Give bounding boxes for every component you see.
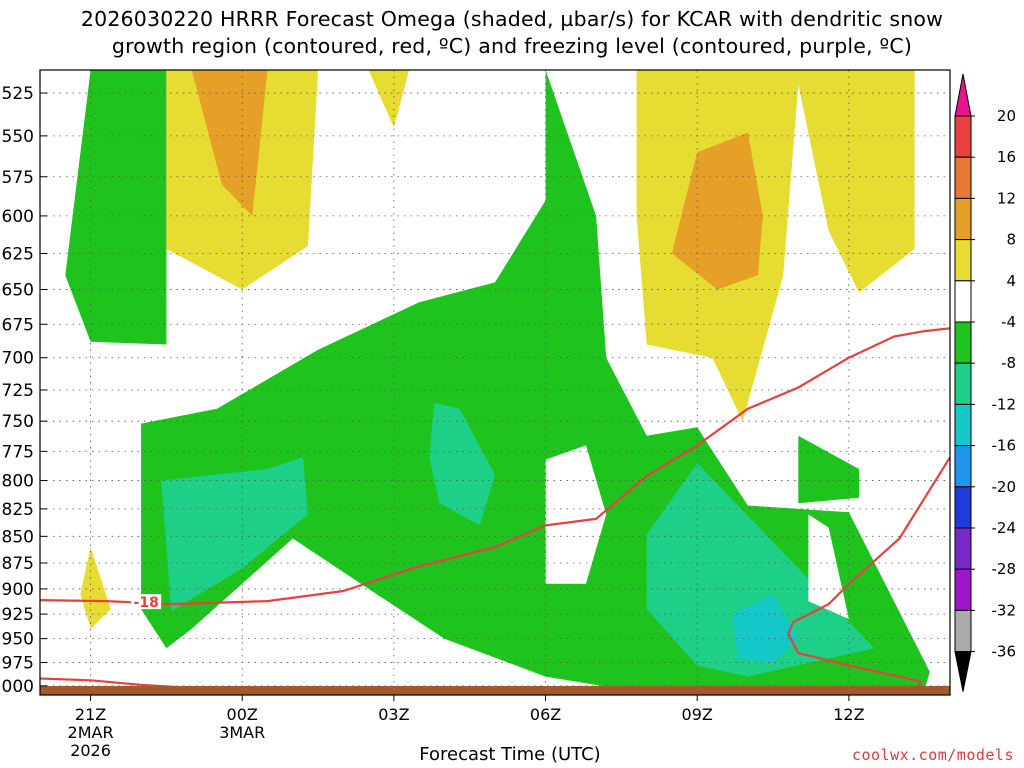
y-tick-label-625: 625 [2, 244, 34, 264]
colorbar-label-16: 16 [997, 148, 1016, 166]
x-tick-sublabel-2MAR: 2MAR [68, 723, 114, 742]
colorbar-bin-16-to-20 [954, 115, 972, 158]
y-tick-label-700: 700 [2, 349, 34, 369]
y-tick-label-850: 850 [2, 527, 34, 547]
colorbar-bin--24-to--20 [954, 486, 972, 529]
colorbar-bin--32-to--28 [954, 568, 972, 611]
colorbar-label-12: 12 [997, 189, 1016, 207]
y-tick-label-975: 975 [2, 654, 34, 674]
y-tick-label-525: 525 [2, 84, 34, 104]
y-tick-label-800: 800 [2, 472, 34, 492]
y-tick-label-875: 875 [2, 554, 34, 574]
x-tick-label-06Z: 06Z [530, 705, 561, 724]
colorbar-bin--20-to--16 [954, 445, 972, 488]
omega-region-teal-west [161, 457, 308, 612]
colorbar-bin-8-to-12 [954, 197, 972, 241]
colorbar-label--12: -12 [992, 395, 1017, 413]
omega-region-teal-east [646, 463, 875, 677]
omega-region-cyan-east [732, 594, 799, 663]
colorbar-label--20: -20 [992, 478, 1017, 496]
ground-bar [40, 686, 950, 695]
y-tick-label-650: 650 [2, 281, 34, 301]
plot-frame [39, 69, 951, 696]
colorbar-over-arrow [954, 73, 972, 117]
omega-region-hole-0545 [545, 445, 607, 584]
omega-region-teal-mid [429, 402, 495, 526]
omega-region-green-west [65, 70, 167, 345]
y-tick-label-550: 550 [2, 127, 34, 147]
contour-lines [40, 327, 950, 693]
colorbar-label--16: -16 [992, 437, 1017, 455]
colorbar-label-8: 8 [1006, 231, 1016, 249]
colorbar-bin--12-to--8 [954, 362, 972, 405]
y-tick-label-900: 900 [2, 580, 34, 600]
colorbar-bin--4-to-4 [954, 280, 972, 323]
x-tick-sublabel-3MAR: 3MAR [219, 723, 265, 742]
omega-region-orange-north [191, 70, 268, 216]
x-tick-label-12Z: 12Z [833, 705, 864, 724]
y-axis: 525 550 575 600 625 650 675 700 725 750 775 800 825 8… [0, 84, 47, 697]
x-tick-label-09Z: 09Z [682, 705, 713, 724]
title-line-1: 2026030220 HRRR Forecast Omega (shaded, … [80, 7, 944, 31]
colorbar-label--24: -24 [992, 519, 1017, 537]
y-tick-label-600: 600 [2, 207, 34, 227]
colorbar-label--4: -4 [1001, 313, 1016, 331]
colorbar-bin--8-to--4 [954, 321, 972, 364]
y-tick-label-675: 675 [2, 315, 34, 335]
contour-label: -18 [134, 595, 159, 611]
y-tick-label-575: 575 [2, 168, 34, 188]
omega-region-yellow-small [80, 547, 111, 629]
x-axis-title: Forecast Time (UTC) [419, 744, 601, 765]
colorbar-bin--28-to--24 [954, 527, 972, 570]
colorbar: 20 16 12 8 4 -4 -8 -12 -16 -20 -24 -28 -32 -36 [954, 73, 1017, 692]
y-tick-label-725: 725 [2, 381, 34, 401]
contour-dendritic-lower-2 [787, 621, 921, 692]
contour-label-bg [131, 594, 162, 610]
colorbar-label--28: -28 [992, 560, 1017, 578]
colorbar-label--32: -32 [992, 601, 1017, 619]
y-tick-label-750: 750 [2, 412, 34, 432]
colorbar-under-arrow [954, 651, 972, 692]
colorbar-label--8: -8 [1001, 354, 1016, 372]
x-tick-label-21Z: 21Z [75, 705, 106, 724]
x-tick-label-00Z: 00Z [227, 705, 258, 724]
colorbar-label--36: -36 [992, 643, 1017, 661]
grid-lines [40, 70, 950, 695]
colorbar-bin-4-to-8 [954, 239, 972, 282]
credit-link[interactable]: coolwx.com/models [851, 746, 1014, 764]
x-tick-sublabel-2026: 2026 [70, 741, 111, 760]
omega-region-green-east [798, 435, 859, 504]
colorbar-label-20: 20 [997, 107, 1016, 125]
title-line-2: growth region (contoured, red, ºC) and f… [111, 34, 913, 58]
y-tick-label-950: 950 [2, 630, 34, 650]
y-tick-label-825: 825 [2, 500, 34, 520]
contour-label-group: -18 [131, 594, 162, 611]
contour-dendritic-lower [792, 456, 950, 623]
shaded-regions [65, 70, 930, 694]
omega-region-yellow-top-mid [368, 70, 410, 128]
y-tick-label-1000: 1000 [0, 677, 34, 697]
contour--18 [40, 327, 950, 606]
y-tick-label-925: 925 [2, 605, 34, 625]
y-tick-label-775: 775 [2, 442, 34, 462]
colorbar-label-4: 4 [1006, 272, 1016, 290]
omega-region-orange-east [671, 132, 763, 290]
colorbar-bin--36-to--32 [954, 609, 972, 653]
chart-title: 2026030220 HRRR Forecast Omega (shaded, … [0, 6, 1024, 60]
x-tick-label-03Z: 03Z [378, 705, 409, 724]
colorbar-bin-12-to-16 [954, 156, 972, 199]
colorbar-bin--16-to--12 [954, 403, 972, 447]
